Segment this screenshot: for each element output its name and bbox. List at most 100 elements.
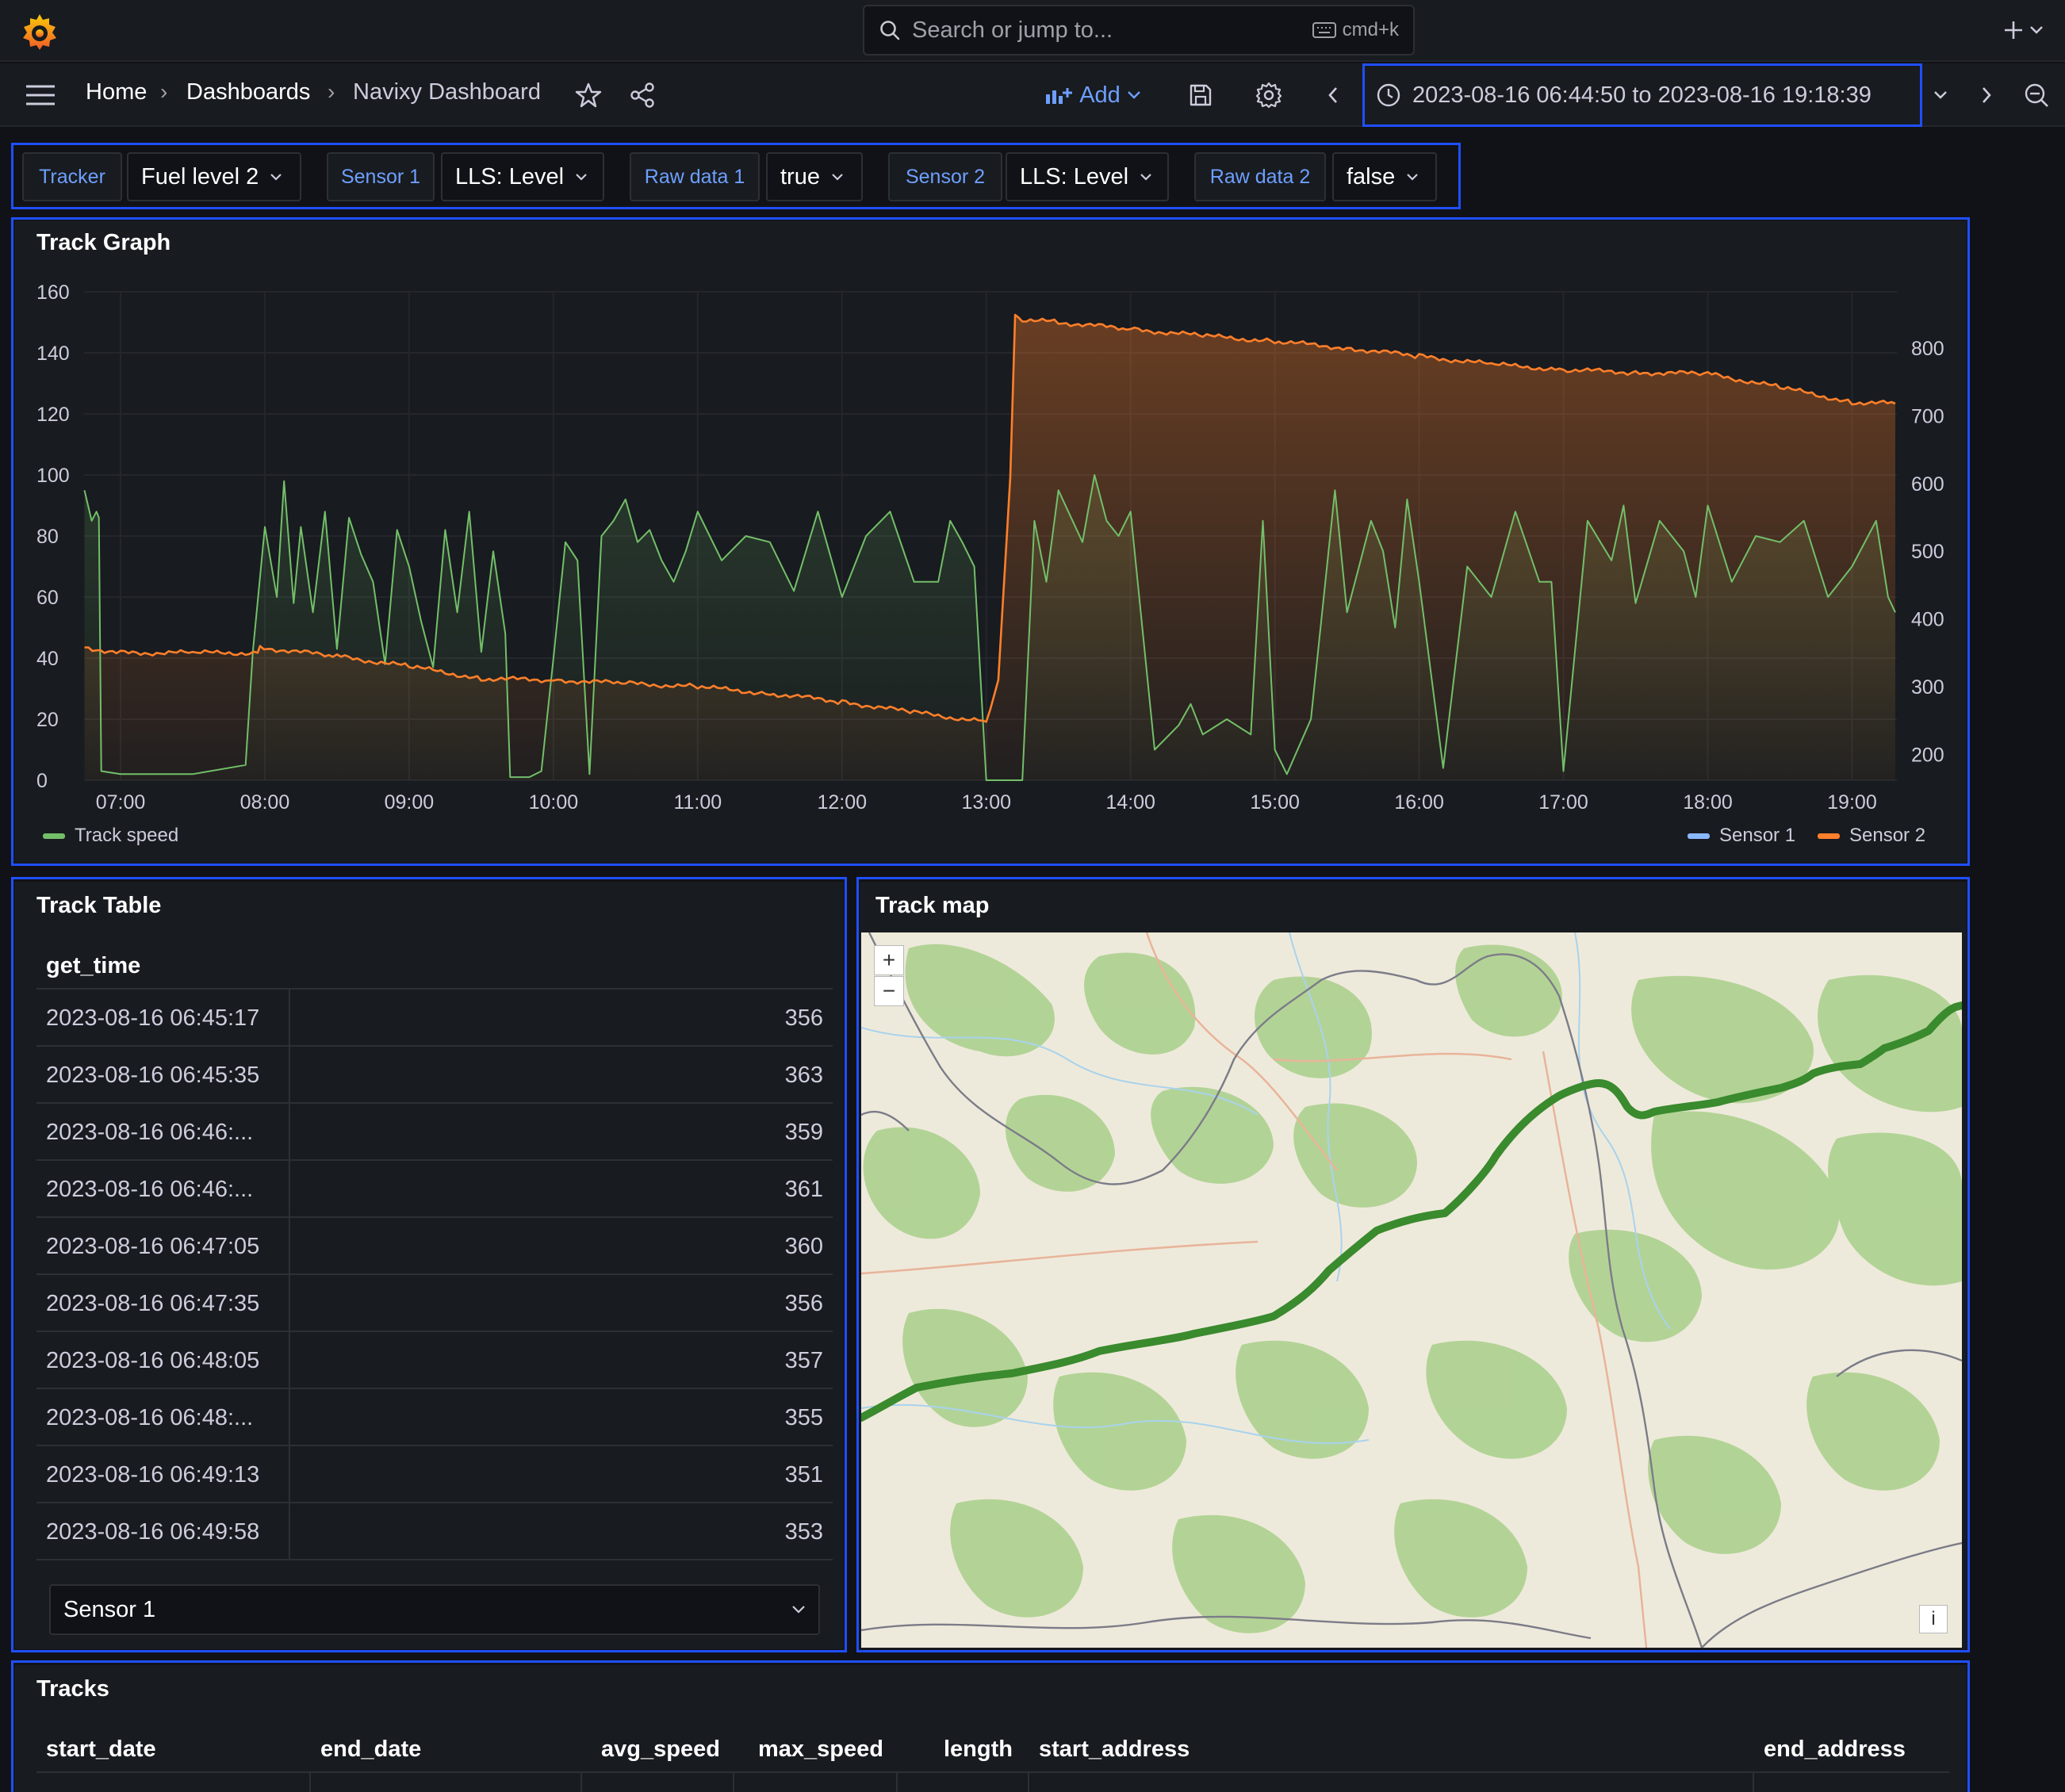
breadcrumb-dashboards[interactable]: Dashboards (186, 79, 311, 105)
variable-value: false (1347, 163, 1396, 190)
data-point (1394, 627, 1396, 629)
x-tick-label: 11:00 (673, 791, 722, 814)
cell-value: 363 (784, 1063, 823, 1088)
sensor-select[interactable]: Sensor 1 (49, 1584, 820, 1635)
table-row[interactable]: 2023-08-16 06:47:05 360 (36, 1216, 833, 1275)
breadcrumb-home[interactable]: Home (86, 79, 148, 105)
y-left-tick-label: 120 (36, 404, 70, 426)
data-point (84, 489, 86, 491)
track-map-frame (856, 877, 1970, 1652)
legend-sensor2[interactable]: Sensor 2 (1818, 825, 1925, 847)
search-input[interactable]: Search or jump to... cmd+k (863, 5, 1415, 56)
table-row[interactable]: 2023-08-16 06:45:35 363 (36, 1045, 833, 1104)
variable-select-raw-data1[interactable]: true (766, 152, 863, 201)
track-graph-chart[interactable]: 0 20 40 60 80 100 120 140 160 200 300 400 500 600 700 8… (0, 0, 2065, 872)
data-point (1130, 511, 1132, 512)
new-menu-button[interactable] (1995, 14, 2051, 46)
cell-divider (289, 990, 290, 1047)
variable-label-raw-data1: Raw data 1 (630, 152, 760, 201)
data-point (961, 542, 963, 543)
table-row[interactable]: 2023-08-16 06:48:... 355 (36, 1388, 833, 1446)
tracks-frame (11, 1660, 1970, 1792)
column-header-get-time[interactable]: get_time (46, 953, 141, 978)
star-icon[interactable] (573, 79, 604, 111)
data-point (1250, 733, 1251, 735)
data-point (986, 722, 987, 723)
table-row[interactable]: 2023-08-16 06:49:58 353 (36, 1502, 833, 1560)
data-point (601, 535, 603, 537)
data-point (1491, 363, 1492, 365)
variable-value: true (780, 163, 820, 190)
series-line (83, 474, 1896, 781)
panel-title: Track map (875, 893, 990, 918)
table-row[interactable]: 2023-08-16 06:45:17 356 (36, 988, 833, 1047)
data-point (1635, 603, 1637, 604)
data-point (1274, 340, 1276, 342)
data-point (769, 542, 771, 543)
column-header-end-date[interactable]: end_date (320, 1736, 422, 1762)
data-point (276, 596, 278, 598)
chevron-down-icon[interactable] (1929, 79, 1952, 111)
variable-select-sensor2[interactable]: LLS: Level (1006, 152, 1169, 201)
variable-select-raw-data2[interactable]: false (1332, 152, 1437, 201)
column-header-length[interactable]: length (944, 1736, 1013, 1762)
legend-label: Sensor 1 (1719, 825, 1796, 846)
map-zoom-in-button[interactable]: + (874, 945, 904, 975)
legend-label: Sensor 2 (1849, 825, 1926, 846)
share-icon[interactable] (626, 79, 658, 111)
data-point (1058, 321, 1059, 323)
data-point (1659, 520, 1661, 522)
table-row[interactable]: 2023-08-16 06:47:35 356 (36, 1273, 833, 1332)
data-point (817, 511, 818, 512)
save-icon[interactable] (1185, 79, 1216, 111)
column-header-start-address[interactable]: start_address (1039, 1736, 1190, 1762)
data-point (625, 499, 626, 500)
table-row[interactable]: 2023-08-16 06:46:... 361 (36, 1159, 833, 1218)
time-forward-button[interactable] (1973, 79, 2000, 111)
x-tick-label: 17:00 (1538, 791, 1588, 814)
y-right-tick-label: 600 (1911, 473, 1944, 496)
time-range-picker[interactable]: 2023-08-16 06:44:50 to 2023-08-16 19:18:… (1362, 63, 1922, 127)
data-point (1611, 560, 1612, 561)
add-button[interactable]: Add (1039, 78, 1147, 113)
x-tick-label: 07:00 (96, 791, 146, 814)
variable-value: LLS: Level (455, 163, 565, 190)
data-point (348, 517, 350, 519)
data-point (697, 686, 699, 687)
grafana-logo-icon[interactable] (17, 10, 62, 54)
legend-sensor1[interactable]: Sensor 1 (1688, 825, 1795, 847)
table-row[interactable]: 2023-08-16 06:48:05 357 (36, 1331, 833, 1389)
map-zoom-out-button[interactable]: − (874, 976, 904, 1006)
time-back-button[interactable] (1320, 79, 1347, 111)
data-point (1370, 520, 1372, 522)
menu-icon[interactable] (22, 79, 59, 111)
legend-swatch (43, 833, 65, 839)
table-row[interactable]: 2023-08-16 06:46:... 359 (36, 1102, 833, 1161)
data-point (1895, 403, 1896, 404)
legend-label: Track speed (75, 825, 179, 846)
legend-track-speed[interactable]: Track speed (43, 825, 178, 847)
column-header-start-date[interactable]: start_date (46, 1736, 156, 1762)
column-header-avg-speed[interactable]: avg_speed (601, 1736, 720, 1762)
data-point (588, 773, 590, 775)
gear-icon[interactable] (1253, 79, 1285, 111)
data-point (721, 560, 722, 561)
variable-value: LLS: Level (1020, 163, 1129, 190)
data-point (96, 511, 98, 512)
zoom-out-icon[interactable] (2019, 79, 2054, 111)
search-icon (879, 19, 901, 41)
map-canvas[interactable] (861, 932, 1962, 1648)
map-info-button[interactable]: i (1919, 1605, 1948, 1633)
cell-value: 353 (784, 1519, 823, 1545)
data-point (1033, 520, 1035, 522)
variable-select-sensor1[interactable]: LLS: Level (441, 152, 604, 201)
table-row[interactable]: 2023-08-16 06:49:13 351 (36, 1445, 833, 1503)
column-header-end-address[interactable]: end_address (1764, 1736, 1906, 1762)
series-area (84, 315, 1895, 781)
y-right-tick-label: 700 (1911, 405, 1944, 427)
data-point (1491, 596, 1492, 598)
data-point (1130, 328, 1132, 330)
cell-value: 361 (784, 1177, 823, 1202)
variable-select-tracker[interactable]: Fuel level 2 (127, 152, 301, 201)
column-header-max-speed[interactable]: max_speed (758, 1736, 883, 1762)
